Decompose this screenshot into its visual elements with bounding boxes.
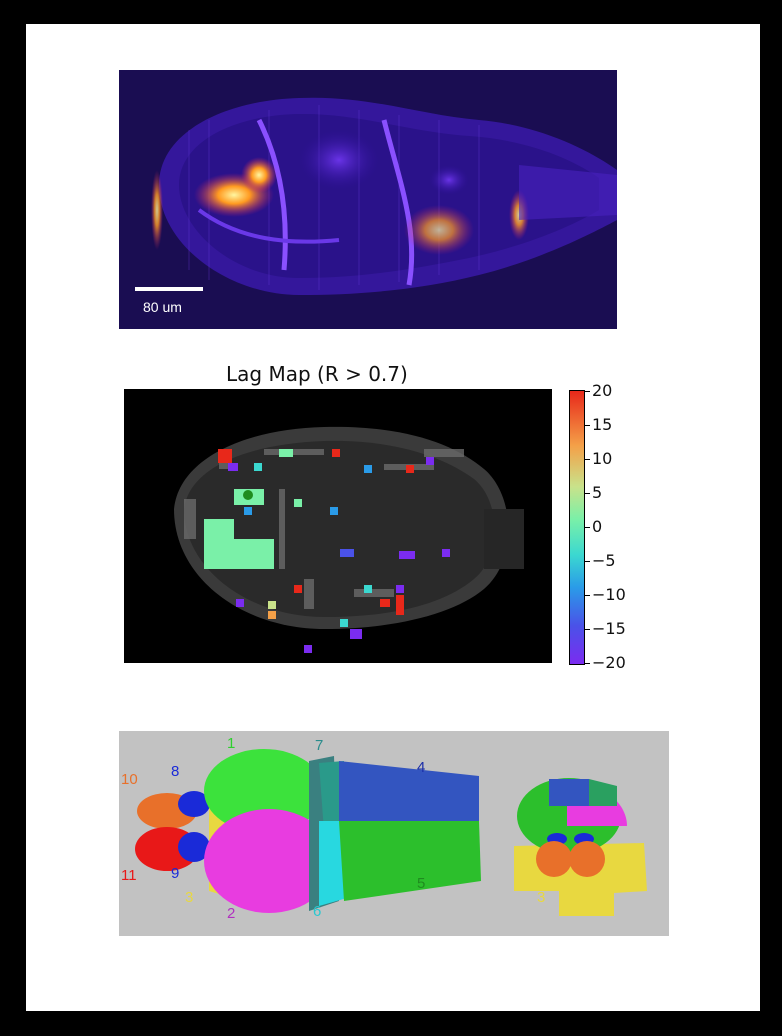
colorbar-tick-label: 15 [592,415,613,434]
colorbar-tickmark [585,629,590,630]
region-label: 9 [171,865,180,882]
colorbar-tick-label: −20 [592,653,626,672]
lag-map [124,389,552,663]
lag-map-title: Lag Map (R > 0.7) [226,362,408,386]
scale-bar [135,287,203,291]
region-label: 2 [227,905,236,922]
region-label: 10 [121,771,138,788]
colorbar-tickmark [585,425,590,426]
figure-page: 80 um Lag Map (R > 0.7) [26,24,760,1011]
colorbar-tick-label: 5 [592,483,603,502]
colorbar-tickmark [585,663,590,664]
region-label: 1 [227,735,236,752]
colorbar-tickmark [585,493,590,494]
region-label: 11 [121,867,137,884]
colorbar-tickmark [585,561,590,562]
region-label: 4 [417,759,426,776]
region-label: 3 [185,889,194,906]
fluorescence-image: 80 um [119,70,617,329]
colorbar-tickmark [585,527,590,528]
fluorescence-drawing [151,97,617,295]
colorbar-tick-label: −10 [592,585,626,604]
region-label: 5 [417,875,426,892]
colorbar-tick-label: 0 [592,517,603,536]
brain-render-drawing [135,749,647,916]
scale-bar-label: 80 um [143,299,182,315]
colorbar-tick-label: 10 [592,449,613,468]
colorbar-tickmark [585,595,590,596]
colorbar-tick-label: 20 [592,381,613,400]
colorbar-tickmark [585,391,590,392]
region-label: 3 [537,889,546,906]
brain-region-render: 1 7 4 10 8 11 9 3 2 6 5 3 [119,731,669,936]
region-label: 6 [313,903,322,920]
region-label: 7 [315,737,324,754]
colorbar [569,390,585,665]
lag-map-drawing [174,426,524,653]
colorbar-tickmark [585,459,590,460]
colorbar-tick-label: −15 [592,619,626,638]
region-label: 8 [171,763,180,780]
colorbar-tick-label: −5 [592,551,616,570]
